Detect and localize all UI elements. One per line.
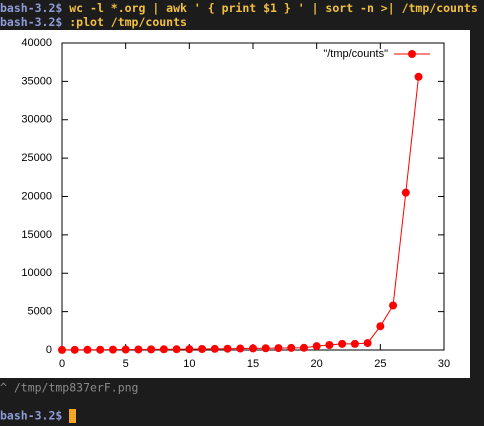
point (159, 345, 168, 354)
point (274, 344, 283, 353)
point (312, 342, 321, 351)
y-tick-label: 15000 (21, 229, 52, 241)
x-tick-label: 20 (311, 358, 323, 370)
y-tick-label: 30000 (21, 114, 52, 126)
point (414, 72, 423, 81)
point (58, 345, 66, 354)
x-tick-label: 5 (123, 358, 129, 370)
y-tick-label: 40000 (21, 37, 52, 49)
point (96, 345, 105, 354)
point (287, 343, 296, 352)
terminal-line: bash-3.2$ :plot /tmp/counts (0, 15, 187, 29)
point (70, 345, 79, 354)
prompt: bash-3.2$ (0, 409, 62, 423)
prompt: bash-3.2$ (0, 1, 62, 15)
point (376, 322, 385, 331)
point (198, 345, 207, 354)
point (401, 188, 410, 197)
point (147, 345, 156, 354)
point (121, 345, 130, 354)
y-tick-label: 0 (46, 344, 52, 356)
point (185, 345, 194, 354)
prompt: bash-3.2$ (0, 15, 62, 29)
point (325, 341, 334, 350)
chart: 0 5000 10000 15000 20000 25000 30000 35000 40000… (21, 37, 450, 370)
point (172, 345, 181, 354)
y-tick-label: 5000 (28, 306, 52, 318)
point (108, 345, 117, 354)
y-tick-label: 10000 (21, 267, 52, 279)
command: :plot /tmp/counts (69, 15, 187, 29)
legend-label: "/tmp/counts" (323, 48, 388, 60)
point (134, 345, 143, 354)
command: wc -l *.org | awk ' { print $1 } ' | sor… (69, 1, 478, 15)
point (236, 344, 245, 353)
cursor (69, 409, 76, 423)
point (83, 345, 92, 354)
point (338, 339, 347, 348)
x-tick-label: 25 (374, 358, 386, 370)
point (249, 344, 257, 353)
plot-image (0, 30, 470, 378)
x-tick-label: 0 (59, 358, 65, 370)
point (223, 344, 232, 353)
point (389, 301, 398, 310)
terminal-line: bash-3.2$ wc -l *.org | awk ' { print $1… (0, 1, 478, 15)
point (350, 339, 359, 348)
point (261, 344, 270, 353)
x-tick-label: 15 (247, 358, 259, 370)
output: ^ /tmp/tmp837erF.png (0, 381, 138, 395)
point (210, 344, 219, 353)
x-tick-label: 10 (183, 358, 195, 370)
x-tick-label: 30 (438, 358, 450, 370)
y-tick-label: 35000 (21, 75, 52, 87)
legend-marker (408, 50, 416, 58)
point (363, 339, 372, 348)
y-tick-label: 20000 (21, 190, 52, 202)
y-tick-label: 25000 (21, 152, 52, 164)
point (299, 343, 308, 352)
